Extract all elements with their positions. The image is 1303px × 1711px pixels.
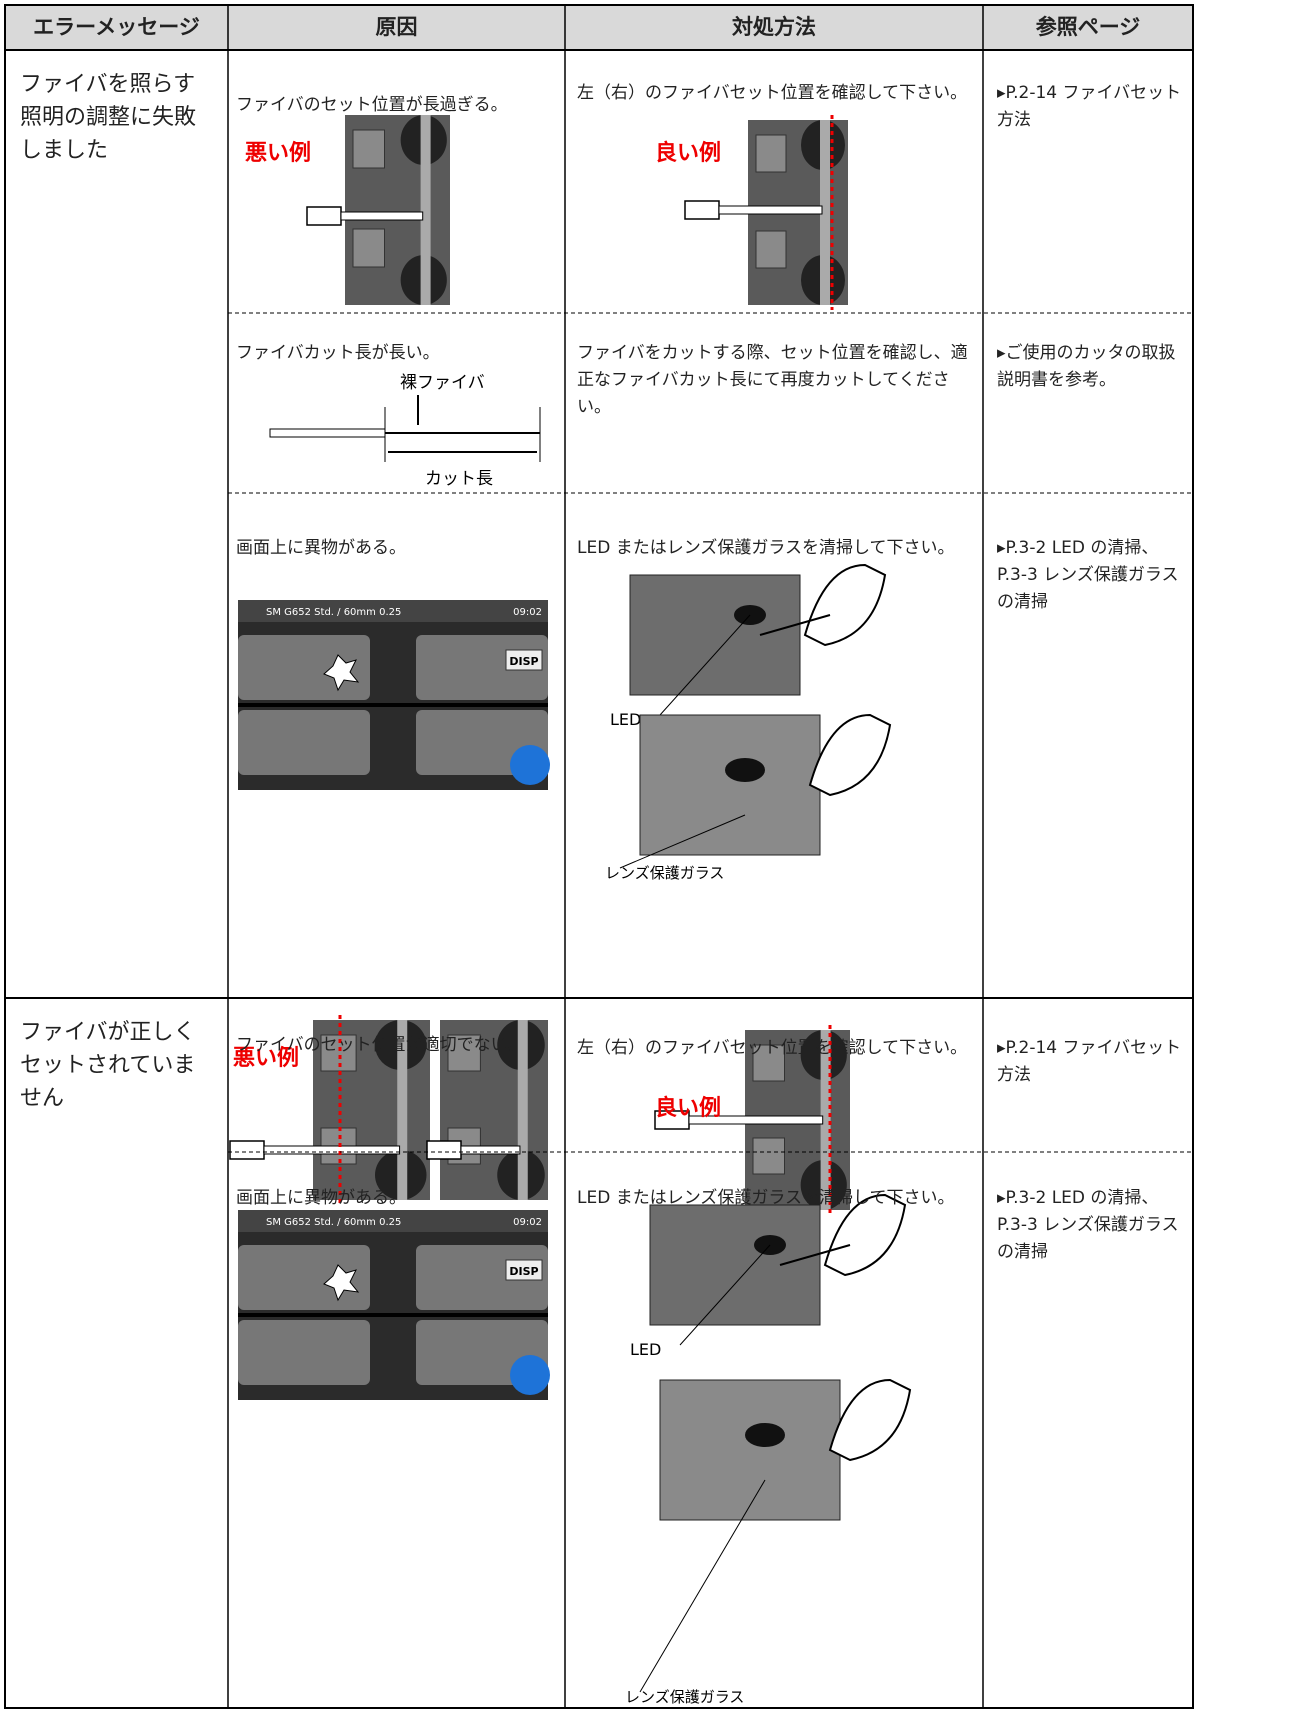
dust [323,654,360,692]
swab [759,614,831,636]
fiber-ferrule [306,206,342,226]
holder-part [755,134,787,173]
fiber [688,1115,824,1125]
remedy: 左（右）のファイバセット位置を確認して下さい。 [577,83,968,103]
pointer [679,1244,771,1346]
fiber-coating [269,428,386,438]
disp-button [505,649,543,671]
reference: ▸P.3-2 LED の清掃、P.3-3 レンズ保護ガラスの清掃 [997,538,1179,612]
example-label: 良い例 [655,1095,721,1121]
fiber-ferrule [426,1140,462,1160]
holder-part [447,1034,481,1072]
fiber-ferrule [229,1140,265,1160]
remedy: LED またはレンズ保護ガラスを清掃して下さい。 [577,538,955,558]
remedy: ファイバをカットする際、セット位置を確認し、適正なファイバカット長にて再度カット… [577,343,968,417]
screen-title: SM G652 Std. / 60mm 0.25 [266,607,401,618]
electrode [397,1020,408,1200]
header-cell: 原因 [375,15,418,39]
reference: ▸P.2-14 ファイバセット方法 [997,1038,1182,1085]
fiber [340,211,424,221]
screen-title: SM G652 Std. / 60mm 0.25 [266,1217,401,1228]
device [639,714,821,856]
cause: ファイバカット長が長い。 [236,343,440,363]
reference: ▸ご使用のカッタの取扱説明書を参考。 [997,343,1176,390]
error-message: ファイバを照らす照明の調整に失敗しました [20,72,197,163]
lens-glass [745,1423,785,1447]
table-border [4,4,1194,1709]
next-button [510,745,550,785]
header-cell: エラーメッセージ [33,15,200,39]
header-cell: 対処方法 [732,15,816,39]
label: 裸ファイバ [400,373,485,393]
reference: ▸P.3-2 LED の清掃、P.3-3 レンズ保護ガラスの清掃 [997,1188,1179,1262]
screen-time: 09:02 [513,1217,542,1228]
screen-gap [238,703,548,707]
holder-part [755,230,787,269]
disp-label: DISP [509,655,538,668]
electrode [420,115,431,305]
cause: ファイバのセット位置が長過ぎる。 [236,95,508,115]
fiber [718,205,823,215]
cause: 画面上に異物がある。 [236,538,406,558]
led-label: LED [630,1340,661,1359]
fiber [263,1145,401,1155]
disp-label: DISP [509,1265,538,1278]
electrode [517,1020,528,1200]
label: カット長 [425,469,493,489]
remedy: 左（右）のファイバセット位置を確認して下さい。 [577,1038,968,1058]
reference: ▸P.2-14 ファイバセット方法 [997,83,1182,130]
holder-part [752,1137,785,1175]
device [649,1204,821,1326]
glass-label: レンズ保護ガラス [605,864,724,882]
device [659,1379,841,1521]
hand [828,1378,912,1462]
pointer [619,814,746,869]
lens-glass [725,758,765,782]
screen-gap [238,1313,548,1317]
next-button [510,1355,550,1395]
header-cell: 参照ページ [1035,15,1141,39]
example-label: 良い例 [655,140,721,166]
header-bg [5,5,1193,50]
remedy: LED またはレンズ保護ガラスを清掃して下さい。 [577,1188,955,1208]
fiber [460,1145,521,1155]
holder-part [352,129,385,169]
holder-part [352,228,385,268]
hand [803,563,887,647]
pointer [659,614,751,716]
hand [808,713,892,797]
fiber-image [238,710,370,775]
swab [779,1244,851,1266]
electrode [820,1030,831,1210]
electrode [820,120,830,305]
hand [823,1193,907,1277]
pointer [639,1479,766,1693]
example-label: 悪い例 [233,1046,299,1071]
cause: 画面上に異物がある。 [236,1188,406,1208]
fiber-image [238,1320,370,1385]
glass-label: レンズ保護ガラス [625,1688,744,1706]
screen-time: 09:02 [513,607,542,618]
led-label: LED [610,710,641,729]
screen-bar [238,600,548,622]
dust [323,1264,360,1302]
screen-bar [238,1210,548,1232]
example-label: 悪い例 [245,141,311,166]
cause: ファイバのセット位置が適切でない。 [236,1035,525,1055]
device [629,574,801,696]
holder-part [752,1044,785,1082]
error-message: ファイバが正しくセットされていません [20,1020,196,1111]
disp-button [505,1259,543,1281]
fiber-ferrule [684,200,720,220]
